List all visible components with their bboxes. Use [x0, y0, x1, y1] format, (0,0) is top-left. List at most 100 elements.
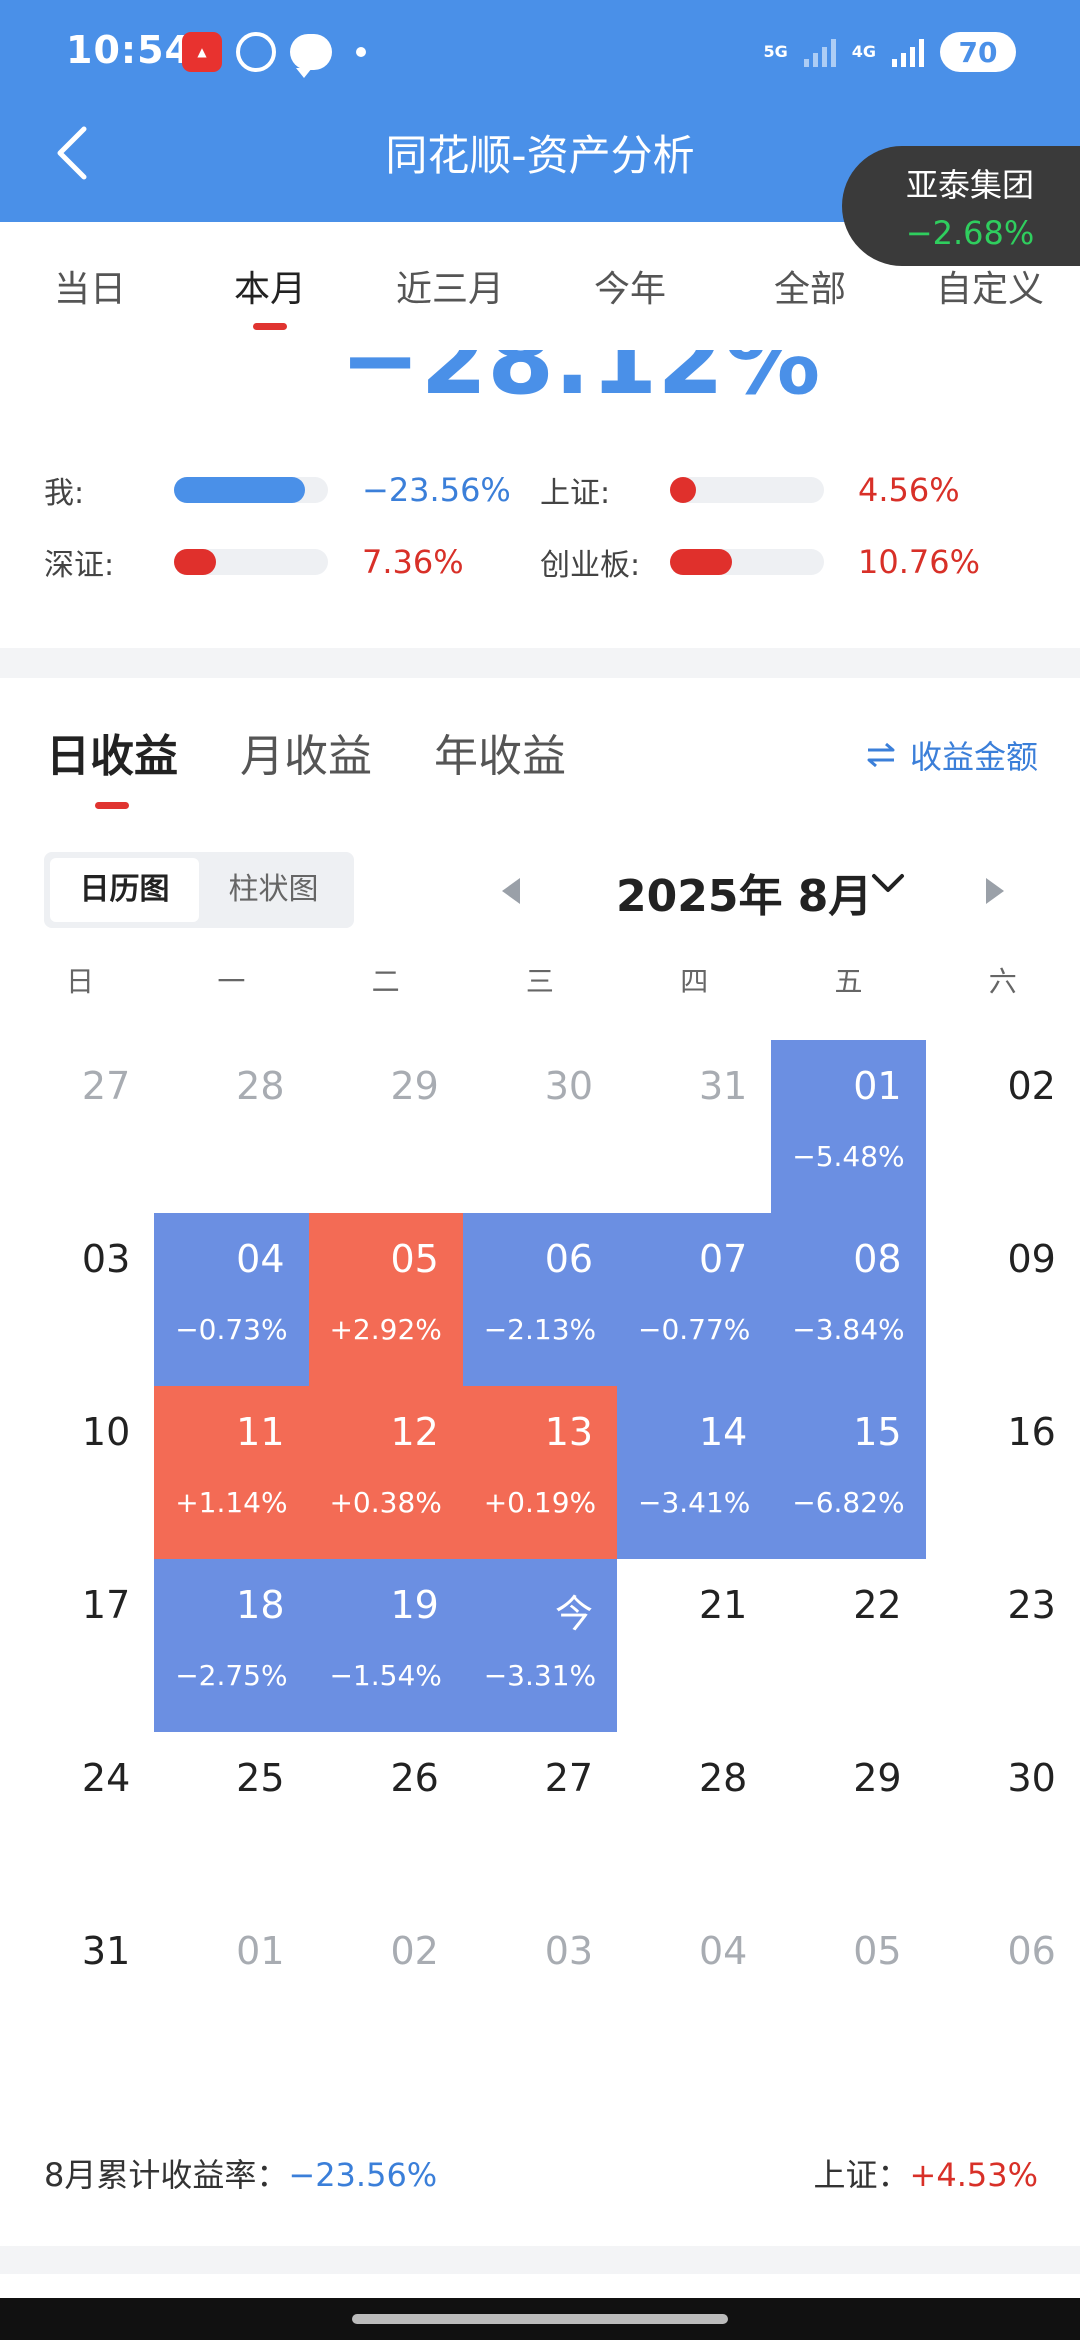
calendar-day-cell[interactable]: 06 −2.13%: [462, 1213, 618, 1386]
calendar-day-cell[interactable]: 31: [0, 1905, 154, 2078]
day-number: 18: [236, 1583, 285, 1627]
calendar-day-cell[interactable]: 18 −2.75%: [154, 1559, 309, 1732]
calendar-day-cell[interactable]: 01 −5.48%: [771, 1040, 926, 1213]
calendar-day-cell[interactable]: 16: [926, 1386, 1080, 1559]
calendar-week-row: 10 11 +1.14% 12 +0.38% 13 +0.19% 14 −3.41% 15 −6.8…: [0, 1386, 1080, 1559]
calendar-day-cell[interactable]: 24: [0, 1732, 154, 1905]
status-bar: 10:54 ▲ 5G 4G 70: [0, 0, 1080, 100]
calendar-day-cell[interactable]: 27: [0, 1040, 154, 1213]
weekday-label: 一: [217, 965, 246, 998]
calendar-day-cell[interactable]: 03: [0, 1213, 154, 1386]
compare-track: [670, 549, 824, 575]
tab-daily-profit[interactable]: 日收益: [46, 720, 178, 784]
day-number: 15: [853, 1410, 902, 1454]
calendar-day-cell[interactable]: 22: [771, 1559, 925, 1732]
calendar-day-cell[interactable]: 30: [463, 1040, 617, 1213]
day-number: 05: [853, 1929, 902, 1973]
day-number: 03: [81, 1237, 131, 1281]
compare-value: 4.56%: [858, 471, 960, 509]
calendar-day-cell[interactable]: 08 −3.84%: [771, 1213, 926, 1386]
calendar-day-cell[interactable]: 28: [154, 1040, 308, 1213]
calendar-day-cell[interactable]: 31: [617, 1040, 771, 1213]
cumulative-return-value: −23.56%: [288, 2156, 438, 2194]
compare-value: 10.76%: [858, 543, 981, 581]
tab-monthly-profit[interactable]: 月收益: [240, 731, 372, 782]
day-return: −3.41%: [637, 1486, 751, 1519]
day-return: +0.19%: [483, 1486, 597, 1519]
weekday-label: 三: [525, 965, 554, 998]
day-number: 02: [1007, 1064, 1056, 1108]
calendar-day-cell[interactable]: 02: [309, 1905, 463, 2078]
day-number: 13: [544, 1410, 594, 1454]
calendar-day-cell[interactable]: 04: [617, 1905, 771, 2078]
calendar-day-cell[interactable]: 29: [309, 1040, 463, 1213]
calendar-day-cell[interactable]: 23: [926, 1559, 1080, 1732]
calendar-day-cell[interactable]: 03: [463, 1905, 617, 2078]
compare-row-shanghai: 上证: 4.56%: [540, 460, 960, 520]
day-number: 30: [1007, 1756, 1056, 1800]
calendar-day-cell[interactable]: 10: [0, 1386, 154, 1559]
day-number: 23: [1007, 1583, 1056, 1627]
network-4g-label: 4G: [851, 42, 876, 61]
calendar-day-cell[interactable]: 17: [0, 1559, 154, 1732]
calendar-day-cell[interactable]: 25: [154, 1732, 308, 1905]
compare-track: [174, 477, 328, 503]
tab-custom[interactable]: 自定义: [935, 269, 1044, 310]
calendar-day-cell[interactable]: 14 −3.41%: [617, 1386, 772, 1559]
floating-stock-badge[interactable]: 亚泰集团 −2.68%: [842, 146, 1080, 266]
day-return: +0.38%: [329, 1486, 442, 1519]
tab-today[interactable]: 当日: [53, 269, 126, 310]
view-bar-option[interactable]: 柱状图: [228, 872, 319, 907]
tab-this-year[interactable]: 今年: [593, 269, 666, 310]
day-number: 29: [853, 1756, 902, 1800]
shanghai-return: 上证：+4.53%: [814, 2150, 1038, 2196]
next-month-arrow-icon[interactable]: [986, 878, 1004, 904]
calendar-day-cell[interactable]: 07 −0.77%: [617, 1213, 772, 1386]
back-button[interactable]: [42, 118, 102, 188]
day-number: 今: [555, 1592, 594, 1636]
calendar-day-cell[interactable]: 15 −6.82%: [771, 1386, 926, 1559]
day-return: +2.92%: [329, 1313, 442, 1346]
calendar-day-cell[interactable]: 11 +1.14%: [154, 1386, 309, 1559]
tab-yearly-profit[interactable]: 年收益: [434, 731, 566, 782]
calendar-day-cell[interactable]: 27: [463, 1732, 617, 1905]
calendar-day-cell[interactable]: 09: [926, 1213, 1080, 1386]
home-indicator[interactable]: [352, 2314, 728, 2324]
compare-label: 创业板:: [540, 548, 641, 583]
calendar-day-cell[interactable]: 30: [926, 1732, 1080, 1905]
switch-amount-label: 收益金额: [909, 738, 1038, 776]
prev-month-arrow-icon[interactable]: [502, 878, 520, 904]
clock: 10:54: [66, 28, 192, 72]
calendar-day-cell[interactable]: 12 +0.38%: [308, 1386, 463, 1559]
month-selector[interactable]: 2025年 8月: [616, 871, 873, 922]
calendar-day-cell[interactable]: 02: [926, 1040, 1080, 1213]
calendar-day-cell[interactable]: 04 −0.73%: [154, 1213, 309, 1386]
view-calendar-option[interactable]: 日历图: [50, 858, 199, 922]
calendar-day-cell[interactable]: 19 −1.54%: [308, 1559, 463, 1732]
calendar-day-cell[interactable]: 13 +0.19%: [462, 1386, 618, 1559]
switch-amount-button[interactable]: 收益金额: [866, 732, 1038, 778]
tab-three-months[interactable]: 近三月: [395, 269, 504, 310]
weekday-header: 日 一 二 三 四 五 六: [0, 960, 1080, 1000]
calendar-day-cell[interactable]: 05: [771, 1905, 925, 2078]
day-number: 25: [236, 1756, 285, 1800]
calendar-day-cell[interactable]: 今 −3.31%: [462, 1559, 618, 1732]
calendar-day-cell[interactable]: 06: [926, 1905, 1080, 2078]
day-number: 19: [390, 1583, 439, 1627]
weekday-label: 四: [680, 965, 709, 998]
signal-5g-icon: [803, 37, 836, 67]
calendar-day-cell[interactable]: 05 +2.92%: [308, 1213, 463, 1386]
day-number: 26: [390, 1756, 439, 1800]
calendar-day-cell[interactable]: 21: [617, 1559, 771, 1732]
calendar-day-cell[interactable]: 28: [617, 1732, 771, 1905]
calendar-day-cell[interactable]: 01: [154, 1905, 308, 2078]
calendar-day-cell[interactable]: 29: [771, 1732, 925, 1905]
chevron-down-icon[interactable]: [868, 870, 908, 898]
shanghai-return-label: 上证：: [813, 2156, 910, 2194]
profit-tabs: 日收益 月收益 年收益: [46, 720, 566, 784]
page-title: 同花顺-资产分析: [385, 131, 695, 180]
tab-this-month[interactable]: 本月: [180, 222, 360, 350]
tab-all[interactable]: 全部: [773, 269, 846, 310]
view-toggle: 日历图 柱状图: [44, 852, 354, 928]
calendar-day-cell[interactable]: 26: [309, 1732, 463, 1905]
